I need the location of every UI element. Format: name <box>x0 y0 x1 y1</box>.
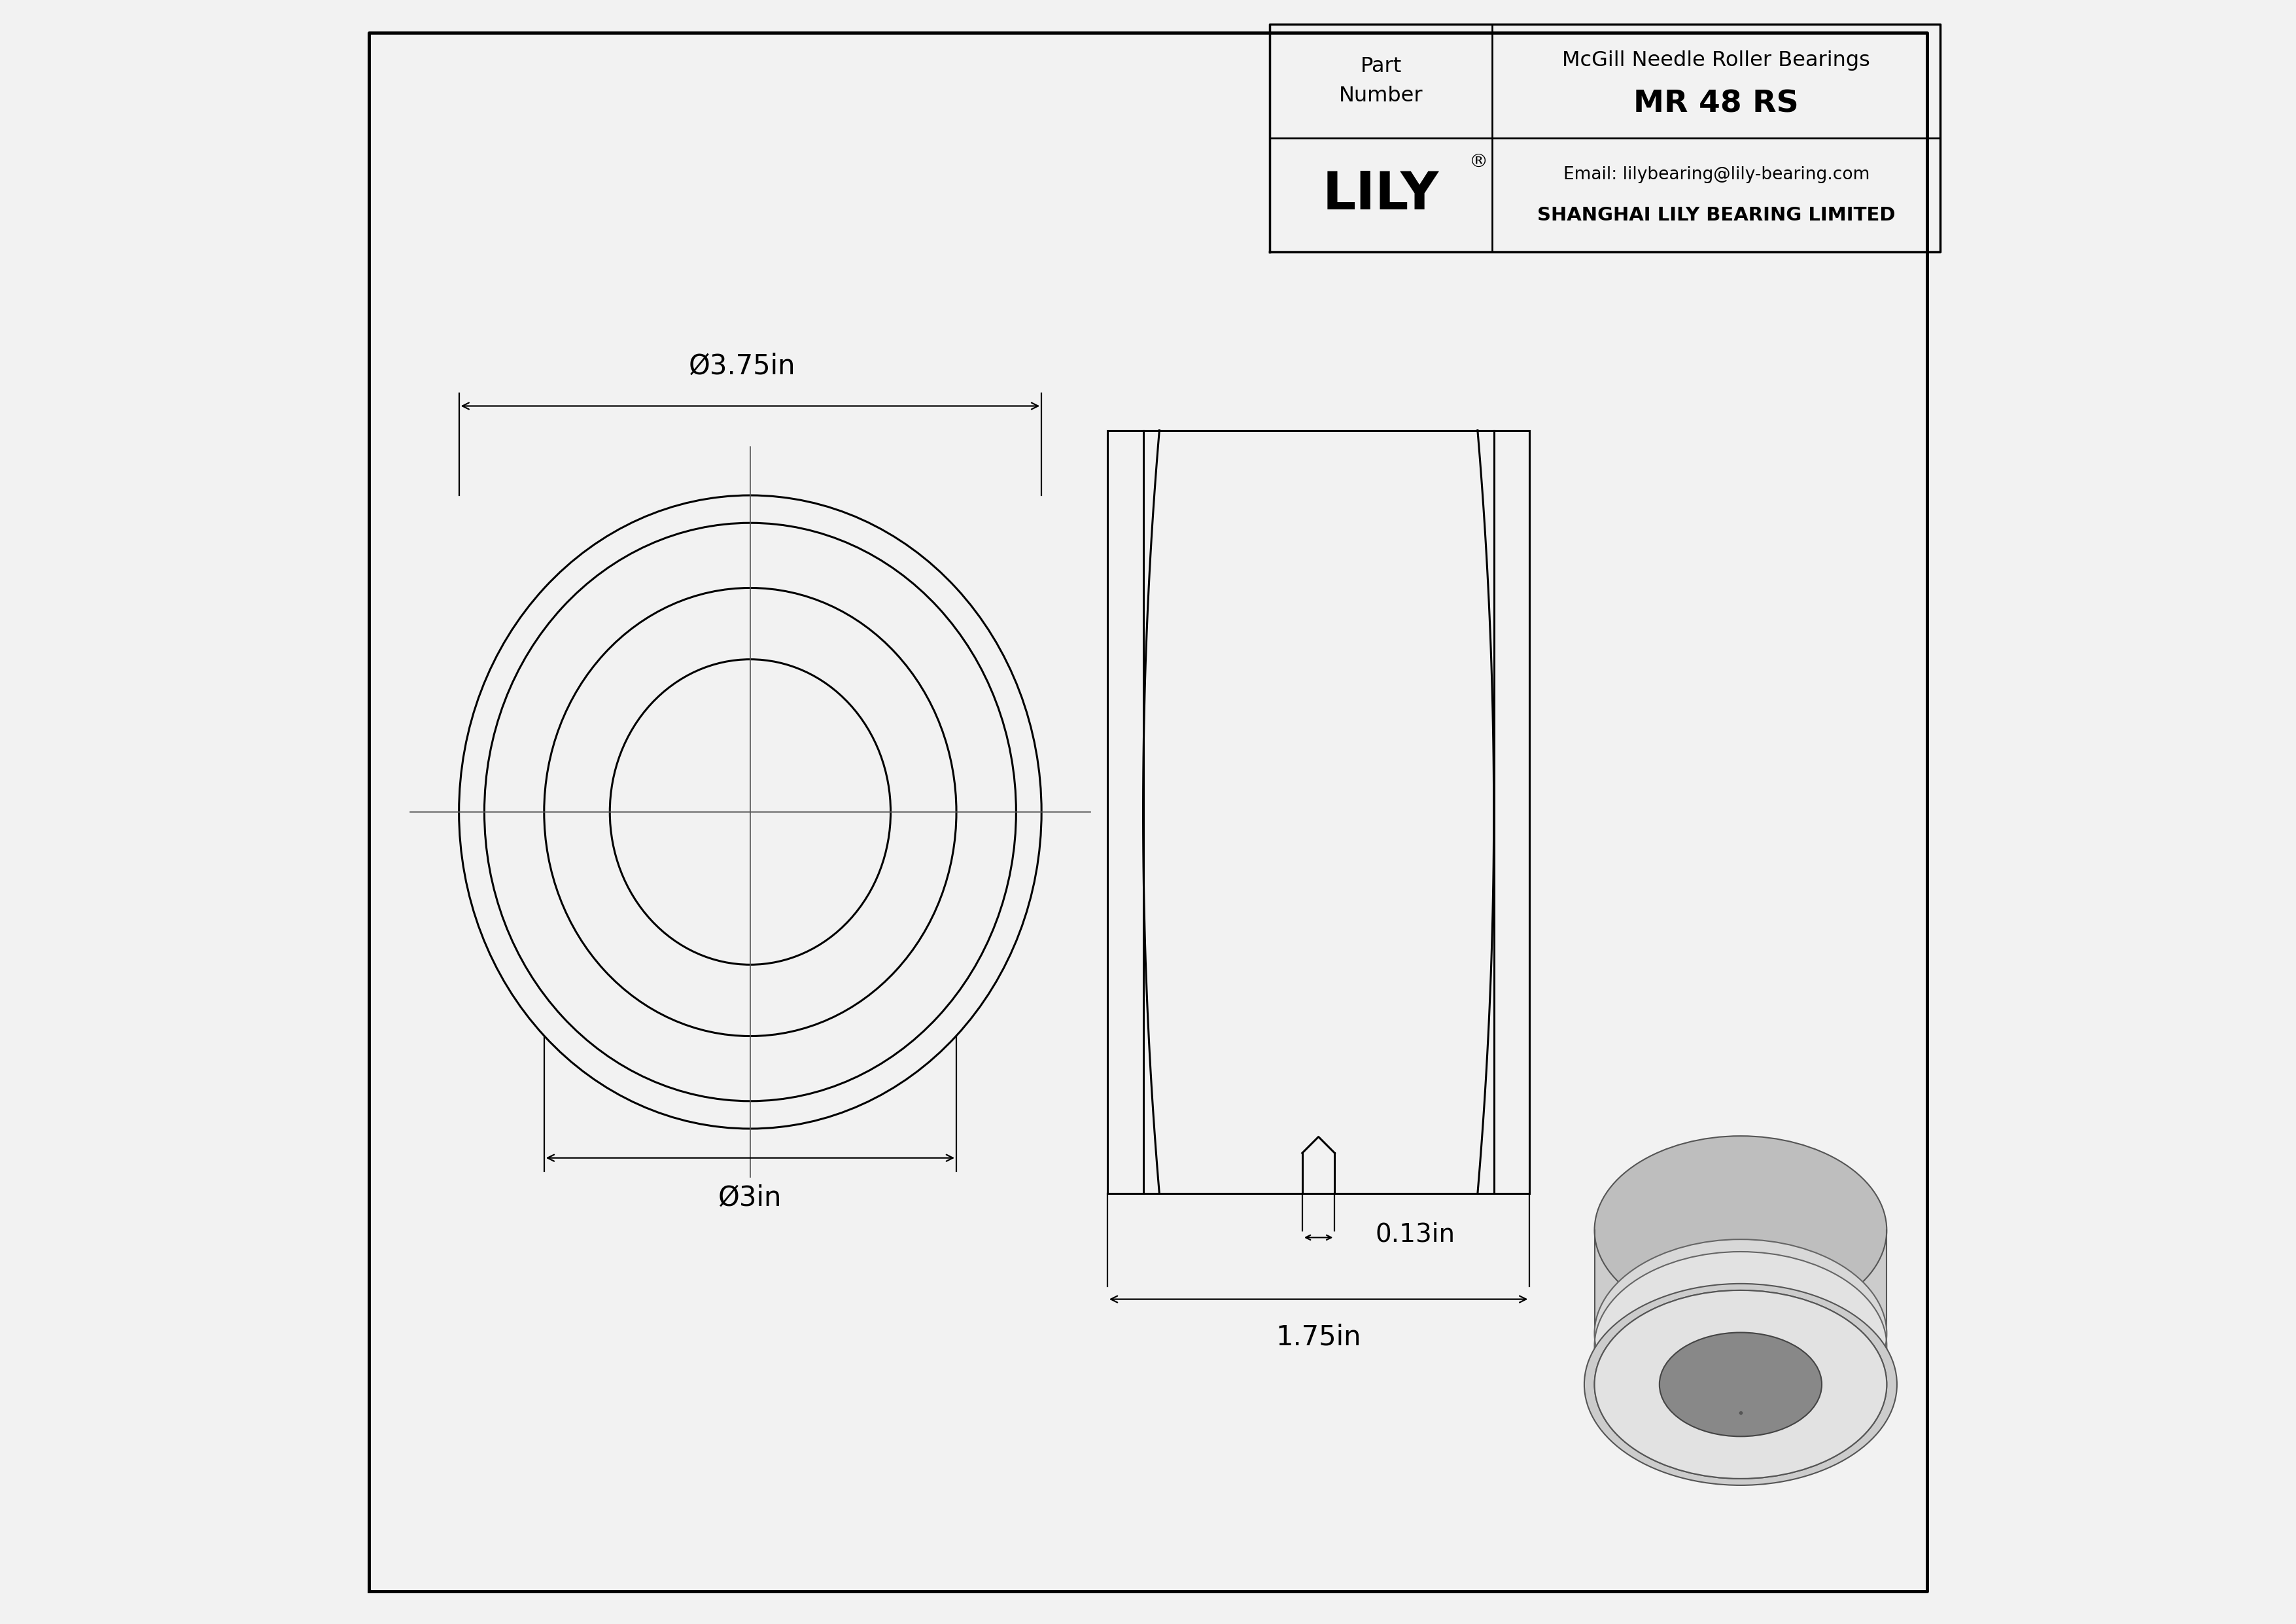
Ellipse shape <box>1660 1332 1821 1436</box>
Polygon shape <box>1593 1239 1887 1440</box>
Bar <box>1107 430 1529 1194</box>
Text: LILY: LILY <box>1322 169 1440 221</box>
Text: ®: ® <box>1469 153 1488 172</box>
Text: SHANGHAI LILY BEARING LIMITED: SHANGHAI LILY BEARING LIMITED <box>1538 206 1894 224</box>
Text: Email: lilybearing@lily-bearing.com: Email: lilybearing@lily-bearing.com <box>1564 166 1869 184</box>
Text: McGill Needle Roller Bearings: McGill Needle Roller Bearings <box>1561 50 1871 71</box>
Ellipse shape <box>1584 1283 1896 1486</box>
Ellipse shape <box>1593 1137 1887 1325</box>
Text: Part
Number: Part Number <box>1339 57 1424 106</box>
Text: Ø3in: Ø3in <box>719 1184 783 1212</box>
Text: 0.13in: 0.13in <box>1375 1221 1456 1247</box>
Polygon shape <box>1593 1231 1887 1384</box>
Text: Ø3.75in: Ø3.75in <box>689 352 797 380</box>
Ellipse shape <box>1593 1289 1887 1478</box>
Text: MR 48 RS: MR 48 RS <box>1632 89 1798 119</box>
Ellipse shape <box>1593 1252 1887 1440</box>
Ellipse shape <box>1593 1289 1887 1478</box>
Text: 1.75in: 1.75in <box>1277 1324 1362 1351</box>
